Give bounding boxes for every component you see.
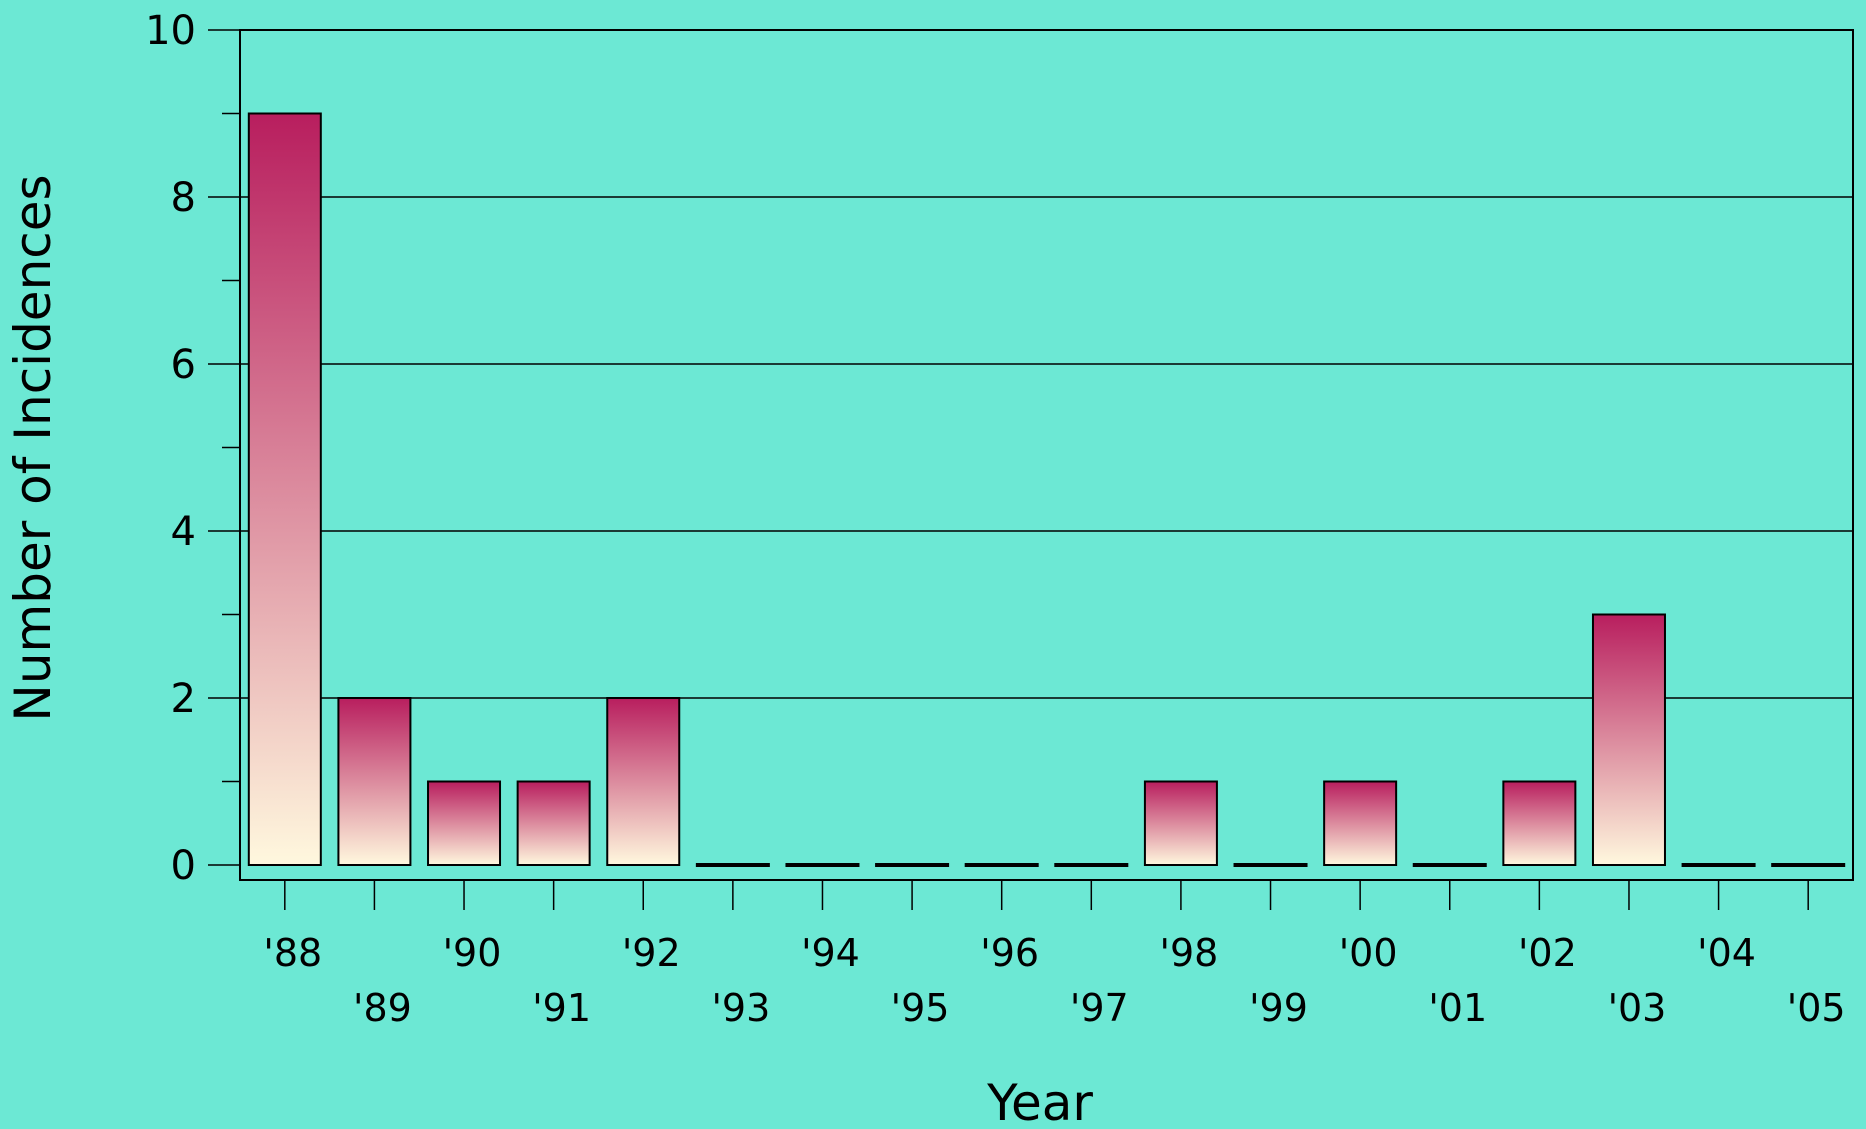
x-tick-label: '95: [891, 986, 950, 1030]
bar: [1502, 780, 1577, 866]
y-tick-label: 0: [171, 843, 196, 889]
x-tick-label: '92: [622, 931, 681, 975]
x-tick-label: '89: [353, 986, 412, 1030]
x-tick-label: '90: [443, 931, 502, 975]
bar: [1143, 780, 1218, 866]
bar: [695, 863, 770, 867]
x-tick-label: '96: [980, 931, 1039, 975]
x-tick-label: '05: [1787, 986, 1846, 1030]
y-axis-title: Number of Incidences: [4, 174, 62, 721]
y-tick-label: 2: [171, 676, 196, 722]
x-axis-title: Year: [986, 1074, 1093, 1129]
x-tick-label: '00: [1339, 931, 1398, 975]
y-tick-label: 4: [171, 509, 196, 555]
bar: [606, 697, 681, 866]
y-tick-label: 6: [171, 342, 196, 388]
bar: [1681, 863, 1756, 867]
bar: [875, 863, 950, 867]
x-tick-label: '04: [1697, 931, 1756, 975]
bar: [785, 863, 860, 867]
gridlines: [240, 29, 1853, 699]
x-tick-label: '03: [1608, 986, 1667, 1030]
bar: [516, 780, 591, 866]
x-tick-label: '02: [1518, 931, 1577, 975]
y-tick-label: 10: [145, 8, 196, 54]
plot-frame: [239, 29, 1854, 881]
bar: [1054, 863, 1129, 867]
y-tick-label: 8: [171, 175, 196, 221]
x-tick-label: '97: [1070, 986, 1129, 1030]
x-tick-label: '01: [1428, 986, 1487, 1030]
x-axis-ticks: '88 '89 '90 '91 '92 '93 '94 '95 '96 '97 '98 '99 '00 '…: [263, 880, 1846, 1030]
y-axis-ticks: 0 2 4 6 8 10: [145, 8, 240, 889]
bars: [247, 112, 1846, 867]
x-tick-label: '88: [263, 931, 322, 975]
bar: [964, 863, 1039, 867]
bar: [427, 780, 502, 866]
bar: [247, 112, 322, 866]
axes: [239, 29, 1854, 881]
bar: [1323, 780, 1398, 866]
bar: [1233, 863, 1308, 867]
x-tick-label: '94: [801, 931, 860, 975]
bar: [337, 697, 412, 866]
x-tick-label: '93: [711, 986, 770, 1030]
bar: [1412, 863, 1487, 867]
x-tick-label: '99: [1249, 986, 1308, 1030]
x-tick-label: '98: [1160, 931, 1219, 975]
bar: [1591, 613, 1666, 866]
x-tick-label: '91: [532, 986, 591, 1030]
bar: [1771, 863, 1846, 867]
